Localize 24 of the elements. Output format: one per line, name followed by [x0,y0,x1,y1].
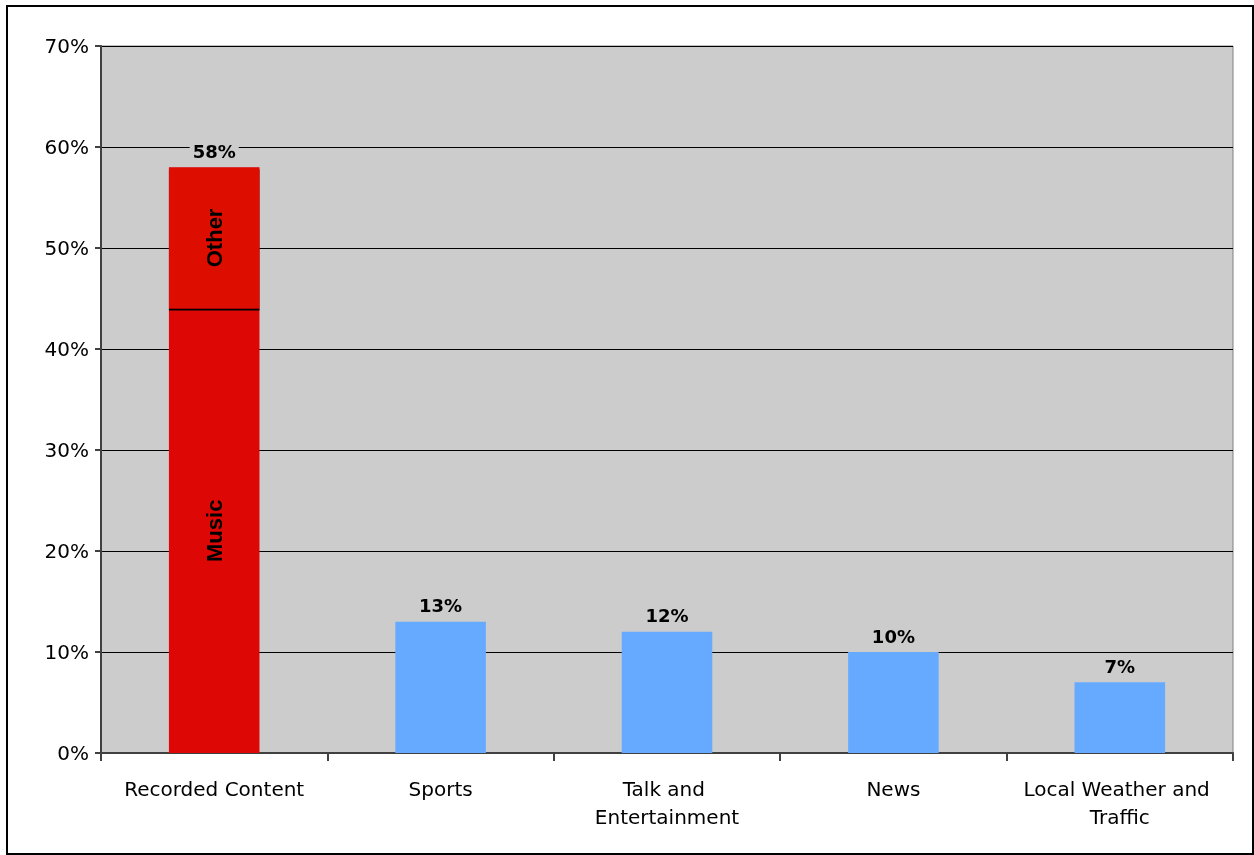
y-tick-label: 0% [57,741,89,765]
y-tick-label: 60% [44,135,89,159]
x-tick-label: Talk and Entertainment [594,777,740,829]
x-tick-label: Local Weather and Traffic [1023,777,1217,829]
total-label: 7% [1104,655,1136,677]
total-label: 13% [419,595,463,617]
series-label: Music [201,499,227,562]
total-label: 12% [645,605,689,627]
x-tick-label: News [866,777,921,801]
y-tick-label: 40% [44,337,89,361]
y-tick-label: 30% [44,438,89,462]
series-label: Other [201,208,227,268]
total-label: 58% [192,140,236,162]
y-tick-label: 70% [44,34,89,58]
x-tick-label: Recorded Content [124,777,305,801]
total-label: 10% [871,625,915,647]
y-tick-label: 20% [44,539,89,563]
y-tick-label: 10% [44,640,89,664]
bar [848,652,939,753]
x-tick-label: Sports [408,777,473,801]
bar [395,621,486,753]
bar [1074,682,1166,753]
y-tick-label: 50% [44,236,89,260]
bar [621,631,713,753]
